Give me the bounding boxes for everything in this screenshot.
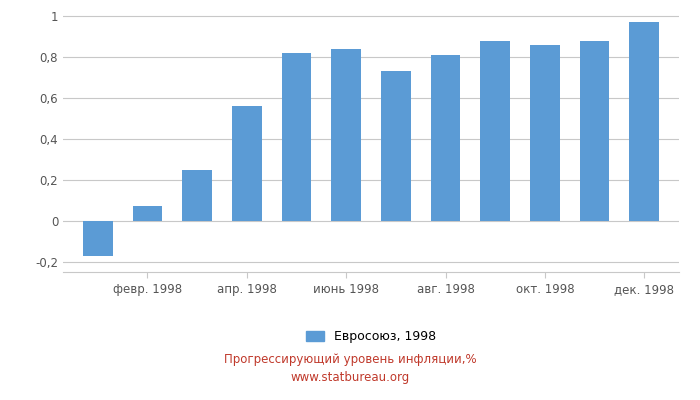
Bar xyxy=(281,53,312,221)
Bar xyxy=(132,206,162,221)
Bar xyxy=(182,170,212,221)
Bar xyxy=(331,49,361,221)
Legend: Евросоюз, 1998: Евросоюз, 1998 xyxy=(300,325,442,348)
Bar xyxy=(381,71,411,221)
Bar xyxy=(232,106,262,221)
Bar xyxy=(430,55,461,221)
Text: Прогрессирующий уровень инфляции,%
www.statbureau.org: Прогрессирующий уровень инфляции,% www.s… xyxy=(224,353,476,384)
Bar xyxy=(629,22,659,221)
Bar xyxy=(580,41,610,221)
Bar xyxy=(530,45,560,221)
Bar xyxy=(480,41,510,221)
Bar xyxy=(83,221,113,256)
